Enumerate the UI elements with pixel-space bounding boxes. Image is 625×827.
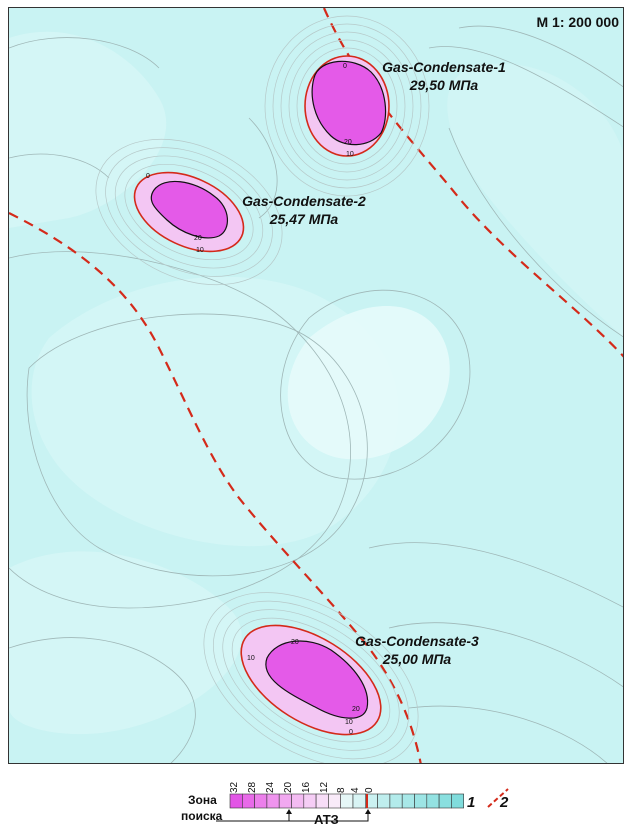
field-2-contour-label-1: 20 (194, 235, 202, 242)
legend-item-2: 2 (500, 794, 509, 811)
field-3-core (265, 640, 369, 719)
field-1-contour-label-2: 10 (346, 151, 354, 158)
field-1-halo (264, 15, 430, 197)
fault-lines (9, 8, 623, 763)
legend-color-cell (328, 793, 341, 809)
legend-color-cell (401, 793, 415, 809)
legend-color-cell (254, 793, 268, 809)
legend-atz-arrow (365, 809, 371, 814)
field-3-contour-label-2: 10 (247, 655, 255, 662)
field-3-contour-label-4: 10 (345, 719, 353, 726)
legend-color-cell (438, 793, 452, 809)
legend-color-cell (315, 793, 329, 809)
legend: 32 28 24 20 16 12 8 4 0 Зона поиска АТЗ … (0, 765, 625, 827)
field-3-boundary (240, 624, 382, 736)
field-2-name: Gas-Condensate-2 (242, 193, 366, 209)
field-2-contour-label-2: 10 (196, 247, 204, 254)
legend-color-cell (426, 793, 440, 809)
field-2-label: Gas-Condensate-2 25,47 МПа (229, 192, 379, 228)
field-3-halo (203, 592, 419, 763)
field-3-name: Gas-Condensate-3 (355, 633, 479, 649)
field-2-pressure: 25,47 МПа (269, 211, 339, 227)
legend-fault-symbol (487, 788, 509, 808)
legend-color-cell (340, 793, 354, 809)
legend-color-cell (242, 793, 255, 809)
regional-contours (9, 25, 623, 763)
legend-color-cells (229, 793, 464, 809)
field-3-contour-label-1: 20 (291, 639, 299, 646)
legend-atz-bracket (289, 811, 369, 822)
legend-search-label: поиска (181, 809, 223, 823)
field-3-contour-label-3: 20 (352, 706, 360, 713)
legend-search-arrow (286, 809, 292, 814)
legend-color-bar (216, 788, 509, 822)
legend-color-cell (377, 793, 391, 809)
legend-color-cell (389, 793, 403, 809)
legend-color-cell (451, 793, 464, 809)
field-1-contour-label-3: 0 (343, 63, 347, 70)
field-1-label: Gas-Condensate-1 29,50 МПа (369, 58, 519, 94)
field-3-pressure: 25,00 МПа (382, 651, 452, 667)
field-3-contour-label-5: 0 (349, 729, 353, 736)
legend-color-cell (414, 793, 428, 809)
light-zone-center-inner (287, 305, 450, 460)
field-2-boundary (133, 171, 245, 253)
field-3-label: Gas-Condensate-3 25,00 МПа (337, 632, 497, 668)
legend-color-cell (291, 793, 305, 809)
field-1-boundary (304, 55, 390, 157)
legend-item-1: 1 (467, 794, 476, 811)
light-zone-left (9, 31, 167, 228)
field-1-name: Gas-Condensate-1 (382, 59, 506, 75)
contour-map: 20 10 0 20 10 0 20 10 20 10 0 (9, 8, 623, 763)
legend-color-cell (229, 793, 243, 809)
field-1-core (311, 60, 387, 146)
map-scale: M 1: 200 000 (536, 14, 620, 30)
legend-color-cell (266, 793, 280, 809)
legend-search-bracket (216, 811, 290, 822)
legend-color-cell (352, 793, 366, 809)
legend-color-cell (303, 793, 317, 809)
map-frame: 20 10 0 20 10 0 20 10 20 10 0 M 1: 2 (8, 7, 624, 764)
field-2-contour-label-3: 0 (146, 173, 150, 180)
light-zone-right (447, 63, 623, 337)
field-1-pressure: 29,50 МПа (409, 77, 479, 93)
light-zone-bottom (9, 551, 242, 735)
field-1-contour-label-1: 20 (344, 139, 352, 146)
field-2-core (150, 180, 228, 239)
field-2-halo (95, 138, 283, 286)
legend-atz-label: АТЗ (314, 812, 339, 827)
legend-color-cell (278, 793, 292, 809)
legend-zone-label: Зона (188, 793, 217, 807)
